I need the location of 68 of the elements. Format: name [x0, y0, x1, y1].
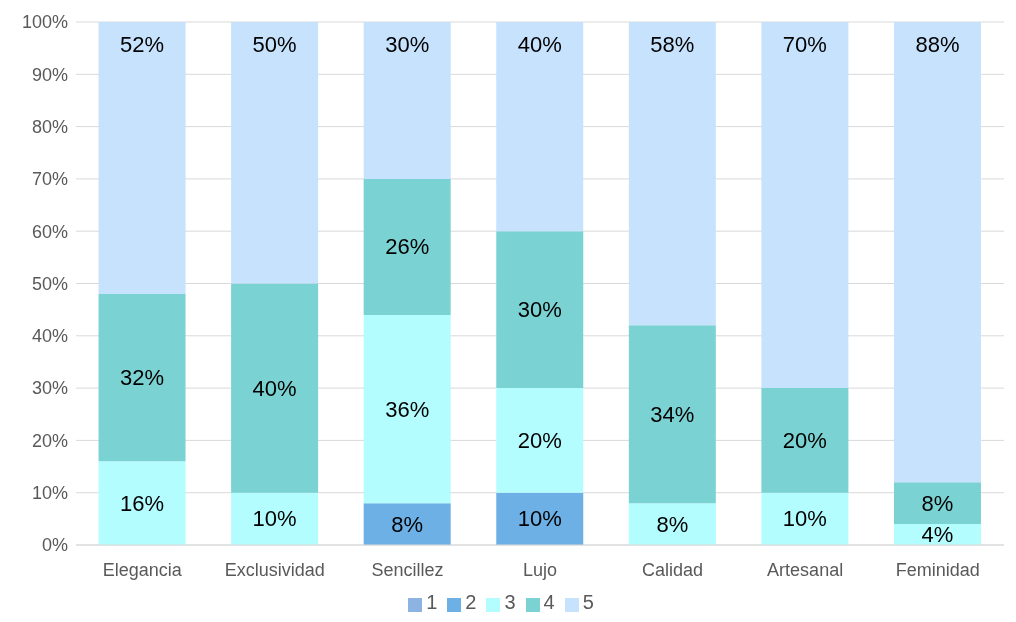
bar: [496, 22, 584, 232]
data-label: 30%: [385, 31, 430, 57]
data-label: 70%: [782, 31, 827, 57]
bar: [628, 22, 716, 326]
data-label: 26%: [385, 234, 430, 260]
bar: [628, 503, 716, 545]
data-label: 8%: [921, 490, 954, 516]
bar: [893, 22, 981, 483]
data-label: 40%: [517, 31, 562, 57]
legend-label: 3: [504, 591, 516, 613]
data-label: 52%: [120, 31, 165, 57]
data-label: 34%: [650, 401, 695, 427]
bar: [628, 325, 716, 504]
x-tick-label: Calidad: [642, 559, 704, 580]
bar: [761, 492, 849, 545]
bar: [761, 388, 849, 493]
data-label: 8%: [391, 511, 424, 537]
y-tick-label: 30%: [31, 378, 68, 399]
legend-label: 4: [543, 591, 555, 613]
y-tick-label: 90%: [31, 64, 68, 85]
legend-label: 1: [426, 591, 438, 613]
bar: [98, 461, 186, 545]
data-label: 36%: [385, 396, 430, 422]
y-tick-label: 0%: [41, 535, 68, 556]
data-label: 88%: [915, 31, 960, 57]
bar: [496, 388, 584, 493]
x-tick-label: Lujo: [522, 559, 558, 580]
data-label: 4%: [921, 522, 954, 548]
bar: [496, 231, 584, 389]
bar: [496, 492, 584, 545]
bar: [363, 178, 451, 315]
x-tick-label: Feminidad: [895, 559, 980, 580]
x-tick-label: Elegancia: [102, 559, 183, 580]
data-label: 10%: [782, 506, 827, 532]
data-label: 58%: [650, 31, 695, 57]
y-tick-label: 40%: [31, 326, 68, 347]
y-tick-label: 60%: [31, 221, 68, 242]
bar: [363, 503, 451, 545]
y-tick-label: 100%: [21, 12, 68, 33]
bar: [231, 283, 319, 493]
y-tick-label: 20%: [31, 430, 68, 451]
data-label: 20%: [517, 427, 562, 453]
legend-label: 5: [582, 591, 594, 613]
data-label: 16%: [120, 490, 165, 516]
data-label: 10%: [517, 506, 562, 532]
data-label: 20%: [782, 427, 827, 453]
x-tick-label: Sencillez: [371, 559, 444, 580]
x-tick-label: Exclusividad: [224, 559, 325, 580]
bar: [231, 492, 319, 545]
bar: [98, 22, 186, 294]
legend-label: 2: [465, 591, 477, 613]
x-tick-label: Artesanal: [767, 559, 844, 580]
bar: [363, 314, 451, 504]
bar: [98, 293, 186, 462]
bar: [893, 482, 981, 525]
y-tick-label: 80%: [31, 116, 68, 137]
bar: [363, 22, 451, 179]
bar: [761, 22, 849, 389]
data-label: 50%: [252, 31, 297, 57]
y-tick-label: 70%: [31, 169, 68, 190]
data-label: 10%: [252, 506, 297, 532]
data-label: 30%: [517, 297, 562, 323]
bar: [231, 22, 319, 284]
data-label: 40%: [252, 375, 297, 401]
data-label: 32%: [120, 365, 165, 391]
y-tick-label: 10%: [31, 483, 68, 504]
y-tick-label: 50%: [31, 273, 68, 294]
data-label: 8%: [656, 511, 689, 537]
